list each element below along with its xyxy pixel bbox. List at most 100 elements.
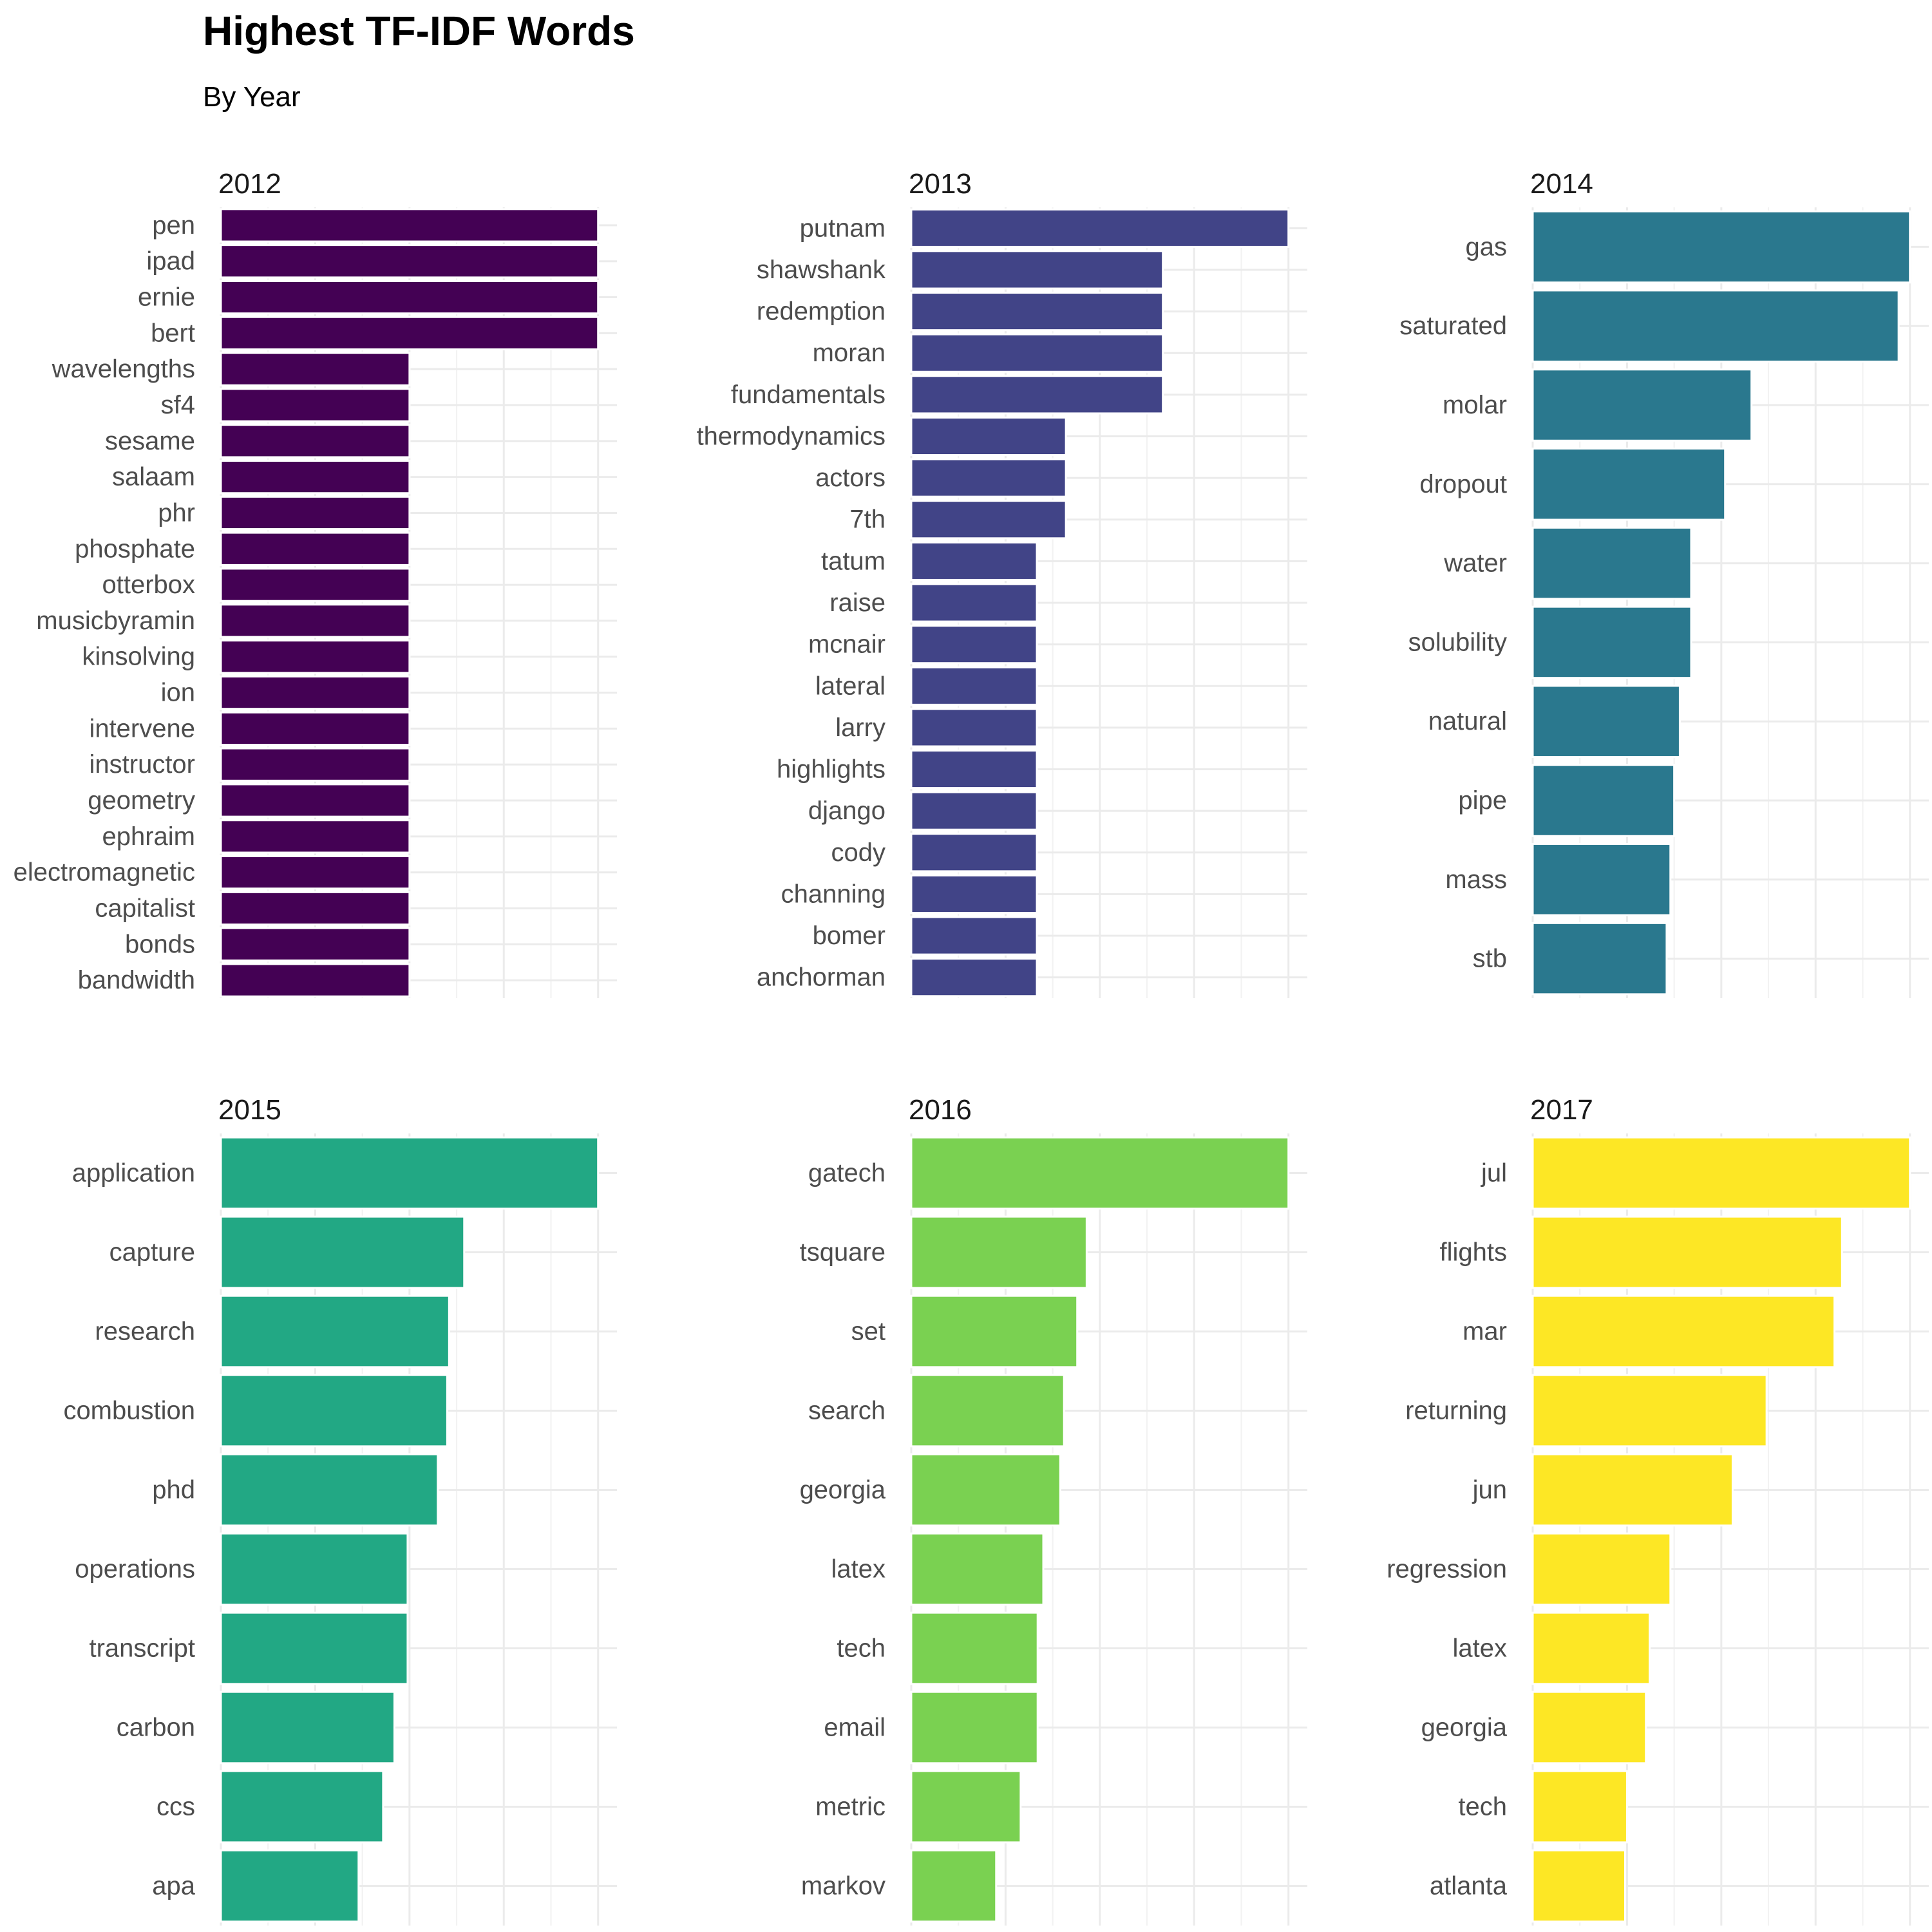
category-label: intervene [89,714,195,743]
bar-latex [1531,1611,1651,1685]
bar-mass [1531,843,1672,916]
category-label: bomer [813,922,886,950]
bar-redemption [910,291,1164,332]
category-label: actors [815,464,886,492]
bar-stb [1531,922,1668,996]
bar-jul [1531,1136,1911,1210]
category-label: georgia [800,1476,886,1504]
bar-channing [910,874,1038,914]
bar-phd [220,1453,439,1527]
category-label: atlanta [1430,1872,1508,1900]
bar-anchorman [910,958,1038,998]
bar-actors [910,458,1067,498]
category-label: mar [1463,1318,1507,1346]
bar-otterbox [220,567,411,602]
bar-regression [1531,1532,1672,1606]
category-label: research [95,1318,195,1346]
bar-tech [1531,1770,1628,1844]
category-label: cody [831,838,886,867]
bar-thermodynamics [910,416,1067,457]
category-label: anchorman [757,963,886,992]
category-label: salaam [112,463,195,491]
bar-shawshank [910,250,1164,290]
bar-atlanta [1531,1849,1626,1923]
bar-ephraim [220,819,411,854]
bar-gatech [910,1136,1290,1210]
panel-label: 2013 [909,168,972,200]
bar-salaam [220,460,411,495]
category-label: tech [1458,1793,1507,1821]
bar-ernie [220,279,600,315]
bar-tatum [910,541,1038,581]
bar-research [220,1294,450,1368]
category-label: shawshank [757,256,886,284]
bar-tech [910,1611,1039,1685]
category-label: ion [161,679,195,707]
category-label: saturated [1399,312,1507,340]
category-label: jun [1472,1476,1507,1504]
bar-sesame [220,424,411,459]
bar-ipad [220,244,600,279]
bar-capitalist [220,891,411,926]
category-label: highlights [777,755,886,784]
category-label: water [1443,549,1507,578]
bar-ccs [220,1770,384,1844]
bar-set [910,1294,1079,1368]
bar-highlights [910,749,1038,790]
category-label: electromagnetic [14,858,195,887]
category-label: stb [1473,945,1507,973]
bar-saturated [1531,289,1900,363]
category-label: application [72,1159,195,1188]
bar-bonds [220,927,411,961]
category-label: ernie [138,283,195,312]
category-label: solubility [1408,628,1507,656]
category-label: capture [109,1238,195,1267]
bar-flights [1531,1215,1843,1289]
bar-combustion [220,1374,448,1448]
bar-georgia [910,1453,1061,1527]
category-label: metric [815,1793,886,1821]
bar-search [910,1374,1065,1448]
category-label: mass [1445,866,1507,894]
bar-bandwidth [220,963,411,998]
category-label: capitalist [95,894,195,922]
bar-ion [220,675,411,710]
bar-natural [1531,685,1681,758]
category-label: fundamentals [731,381,886,409]
category-label: thermodynamics [697,422,886,450]
category-label: latex [831,1555,886,1584]
bar-pen [220,208,600,243]
bar-django [910,791,1038,831]
category-label: redemption [757,298,886,326]
bar-intervene [220,711,411,746]
category-label: phosphate [75,535,195,563]
bar-bert [220,316,600,350]
category-label: set [851,1318,886,1346]
panel-label: 2015 [218,1094,281,1126]
panel-2017: 2017 jul flights mar returning jun regression l… [1387,1094,1929,1926]
bar-electromagnetic [220,855,411,890]
category-label: latex [1453,1634,1508,1663]
bar-larry [910,708,1038,748]
category-label: operations [75,1555,195,1584]
category-label: channing [781,880,886,908]
category-label: bandwidth [78,966,195,994]
category-label: bonds [125,930,195,958]
facet-panels: 2012 pen ipad ernie bert wavelengths sf4 sesame… [14,168,1929,1926]
category-label: sf4 [161,391,195,419]
panel-label: 2014 [1530,168,1593,200]
bar-putnam [910,208,1290,248]
category-label: ccs [156,1793,195,1821]
category-label: phr [158,498,195,527]
bar-application [220,1136,600,1210]
bar-cody [910,833,1038,873]
bar-email [910,1690,1039,1765]
bar-wavelengths [220,352,411,386]
bar-moran [910,333,1164,373]
category-label: returning [1405,1397,1507,1425]
category-label: natural [1428,707,1507,735]
category-label: kinsolving [82,643,195,671]
category-label: mcnair [808,630,886,659]
bar-mcnair [910,625,1038,665]
bar-transcript [220,1611,409,1685]
